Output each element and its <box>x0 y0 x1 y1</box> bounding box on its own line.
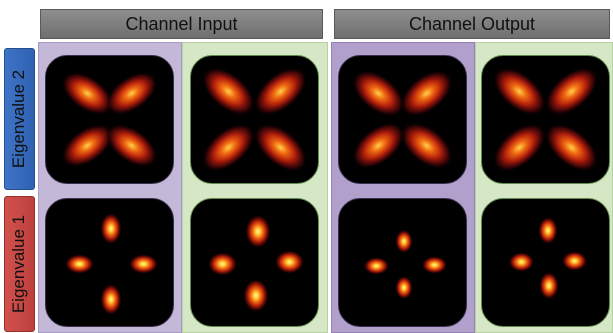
output-ev2-tile-1 <box>338 55 467 184</box>
output-ev2-tile-2 <box>481 55 610 184</box>
eigenvalue-2-text: Eigenvalue 2 <box>9 69 29 169</box>
input-ev1-tile-2 <box>190 198 319 327</box>
channel-output-header: Channel Output <box>334 9 610 39</box>
eigenvalue-1-label: Eigenvalue 1 <box>4 196 35 332</box>
output-ev1-tile-2 <box>481 198 610 327</box>
channel-input-header: Channel Input <box>40 9 323 39</box>
channel-output-title: Channel Output <box>408 13 536 34</box>
channel-input-title: Channel Input <box>125 13 238 34</box>
output-ev1-tile-1 <box>338 198 467 327</box>
input-ev2-tile-2 <box>190 55 319 184</box>
input-ev1-tile-1 <box>45 198 174 327</box>
input-ev2-tile-1 <box>45 55 174 184</box>
eigenvalue-2-label: Eigenvalue 2 <box>4 48 35 190</box>
eigenvalue-1-text: Eigenvalue 1 <box>9 214 29 314</box>
